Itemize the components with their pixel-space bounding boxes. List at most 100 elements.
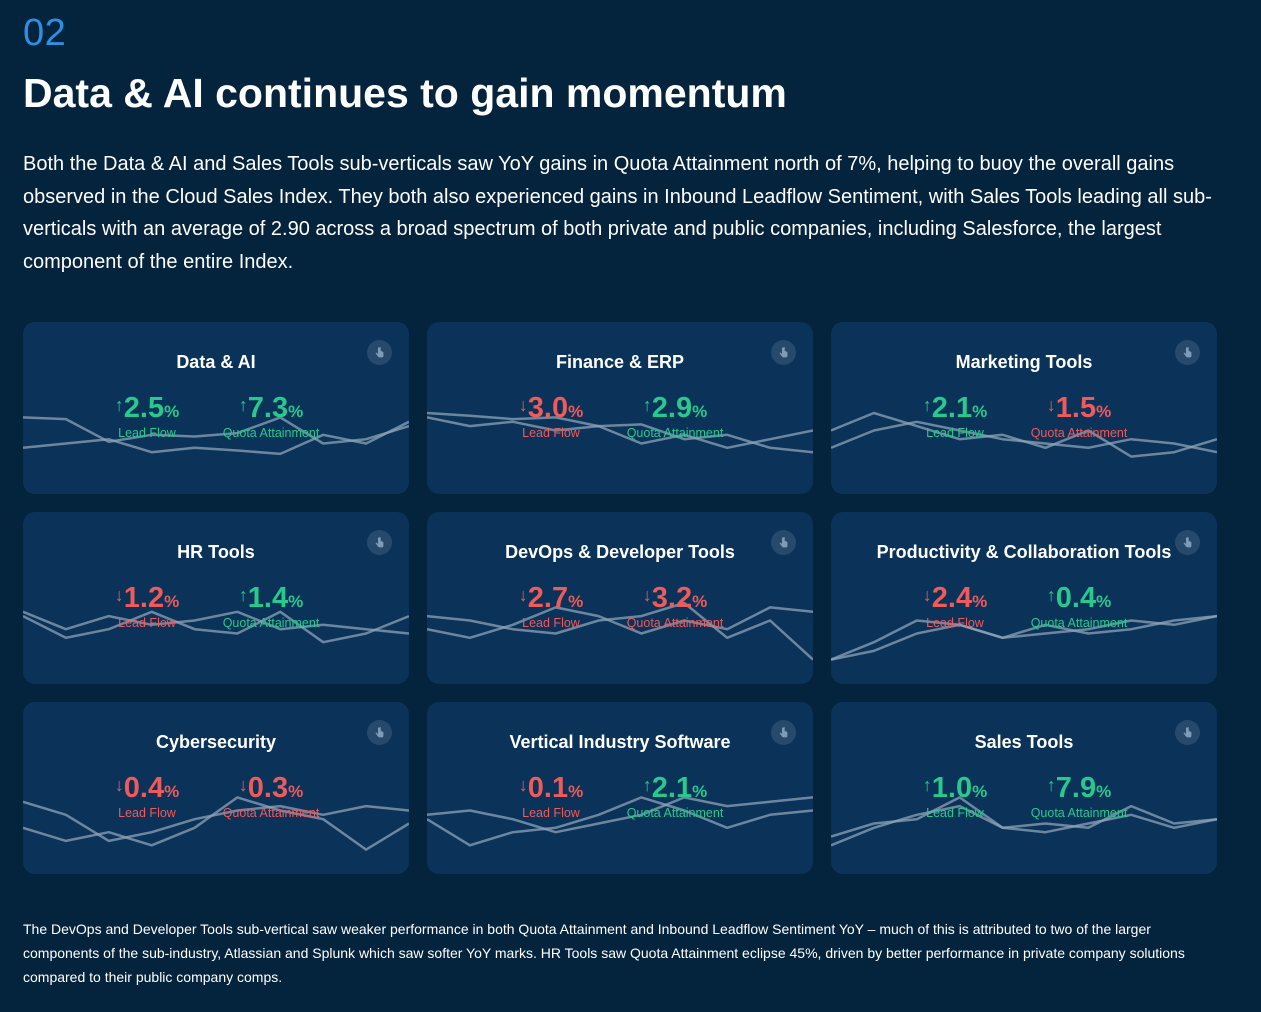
percent-sign: % [1096,402,1112,421]
percent-sign: % [972,782,988,801]
sparkline-series-b [831,614,1217,661]
percent-sign: % [1096,592,1112,611]
pointer-hand-icon[interactable] [771,340,796,365]
percent-sign: % [164,402,180,421]
arrow-down-icon: ↓ [238,775,248,795]
quota-label: Quota Attainment [222,616,320,630]
pointer-hand-icon[interactable] [771,720,796,745]
percent-sign: % [568,592,584,611]
quota-value: 0.4 [1055,582,1097,614]
lead-metric: ↑1.0% Lead Flow [890,769,1020,820]
quota-value-line: ↑1.4% [206,579,336,618]
quota-metric: ↓0.3% Quota Attainment [206,769,336,820]
lead-value: 2.7 [527,582,569,614]
intro-paragraph: Both the Data & AI and Sales Tools sub-v… [23,153,1212,273]
card-data-and-ai[interactable]: Data & AI ↑2.5% Lead Flow ↑7.3% Quota Attain… [23,322,409,494]
quota-value: 7.9 [1055,772,1097,804]
percent-sign: % [972,402,988,421]
percent-sign: % [164,592,180,611]
lead-label: Lead Flow [926,806,984,820]
card-productivity-and-collaboration-tools[interactable]: Productivity & Collaboration Tools ↓2.4% L… [831,512,1217,684]
quota-metric: ↑7.9% Quota Attainment [1014,769,1144,820]
quota-label: Quota Attainment [1030,806,1128,820]
footer-paragraph: The DevOps and Developer Tools sub-verti… [23,921,1185,985]
lead-value-line: ↓1.2% [82,579,212,618]
pointer-hand-icon[interactable] [367,530,392,555]
pointer-hand-icon[interactable] [1175,530,1200,555]
card-title: Finance & ERP [555,352,685,372]
card-cybersecurity[interactable]: Cybersecurity ↓0.4% Lead Flow ↓0.3% Quota At… [23,702,409,874]
lead-value-line: ↓0.4% [82,769,212,808]
quota-metric: ↓3.2% Quota Attainment [610,579,740,630]
sparkline-series-a [427,796,813,834]
lead-value: 1.2 [123,582,165,614]
arrow-down-icon: ↓ [642,585,652,605]
quota-value-line: ↓0.3% [206,769,336,808]
quota-value: 0.3 [247,772,289,804]
card-finance-and-erp[interactable]: Finance & ERP ↓3.0% Lead Flow ↑2.9% Quota At… [427,322,813,494]
sparkline-series-a [427,411,813,454]
arrow-up-icon: ↑ [238,585,248,605]
lead-value: 1.0 [931,772,973,804]
lead-value-line: ↑2.5% [82,389,212,428]
sparkline-chart [427,411,813,454]
percent-sign: % [972,592,988,611]
arrow-down-icon: ↓ [1046,395,1056,415]
lead-value-line: ↓2.4% [890,579,1020,618]
pointer-hand-icon[interactable] [367,720,392,745]
pointer-hand-icon[interactable] [1175,340,1200,365]
card-title: Data & AI [176,352,256,372]
card-title: Cybersecurity [155,732,277,752]
arrow-up-icon: ↑ [114,395,124,415]
lead-value-line: ↑1.0% [890,769,1020,808]
lead-metric: ↑2.5% Lead Flow [82,389,212,440]
percent-sign: % [692,592,708,611]
arrow-up-icon: ↑ [1046,585,1056,605]
arrow-up-icon: ↑ [922,395,932,415]
card-devops-and-developer-tools[interactable]: DevOps & Developer Tools ↓ 2.7% Lead Flow ↓3… [427,512,813,684]
sparkline-series-b [23,796,409,851]
arrow-down-icon: ↓ [518,395,528,415]
lead-metric: ↓1.2% Lead Flow [82,579,212,630]
quota-value-line: ↑0.4% [1014,579,1144,618]
quota-value-line: ↑2.9% [610,389,740,428]
sparkline-chart [23,416,409,456]
pointer-hand-icon[interactable] [771,530,796,555]
lead-value-line: ↓3.0% [486,389,616,428]
pointer-hand-icon[interactable] [367,340,392,365]
quota-value-line: ↑7.9% [1014,769,1144,808]
sparkline-chart [831,411,1217,458]
quota-value: 7.3 [247,392,289,424]
quota-metric: ↓1.5% Quota Attainment [1014,389,1144,440]
sparkline-series-b [831,796,1217,838]
percent-sign: % [288,782,304,801]
sparkline-series-a [23,800,409,843]
sparkline-chart [427,796,813,847]
quota-label: Quota Attainment [626,426,724,440]
quota-label: Quota Attainment [222,806,320,820]
card-sales-tools[interactable]: Sales Tools ↑1.0% Lead Flow ↑7.9% Quota Atta… [831,702,1217,874]
card-vertical-industry-software[interactable]: Vertical Industry Software ↓0.1% Lead Flow… [427,702,813,874]
card-hr-tools[interactable]: HR Tools ↓1.2% Lead Flow ↑1.4% Quota Attainm… [23,512,409,684]
lead-label: Lead Flow [118,616,176,630]
card-title: DevOps & Developer Tools [505,542,735,562]
card-marketing-tools[interactable]: Marketing Tools ↑2.1% Lead Flow ↓1.5% Quota … [831,322,1217,494]
lead-value: 2.1 [931,392,973,424]
quota-label: Quota Attainment [626,616,724,630]
quota-value-line: ↓3.2% [610,579,740,618]
lead-value: 0.4 [123,772,165,804]
sparkline-series-b [427,796,813,847]
lead-metric: ↓0.4% Lead Flow [82,769,212,820]
sparkline-chart [23,796,409,851]
lead-label: Lead Flow [522,616,580,630]
sparkline-chart [831,796,1217,847]
lead-label: Lead Flow [522,426,580,440]
percent-sign: % [568,782,584,801]
quota-metric: ↑1.4% Quota Attainment [206,579,336,630]
card-title: HR Tools [177,542,255,562]
card-title: Sales Tools [974,732,1074,752]
quota-label: Quota Attainment [626,806,724,820]
arrow-up-icon: ↑ [922,775,932,795]
arrow-down-icon: ↓ [518,775,528,795]
pointer-hand-icon[interactable] [1175,720,1200,745]
